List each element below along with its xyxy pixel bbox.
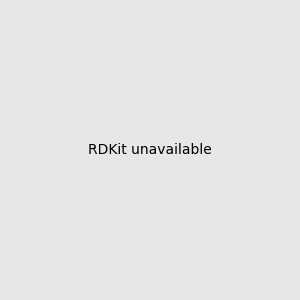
Text: RDKit unavailable: RDKit unavailable bbox=[88, 143, 212, 157]
